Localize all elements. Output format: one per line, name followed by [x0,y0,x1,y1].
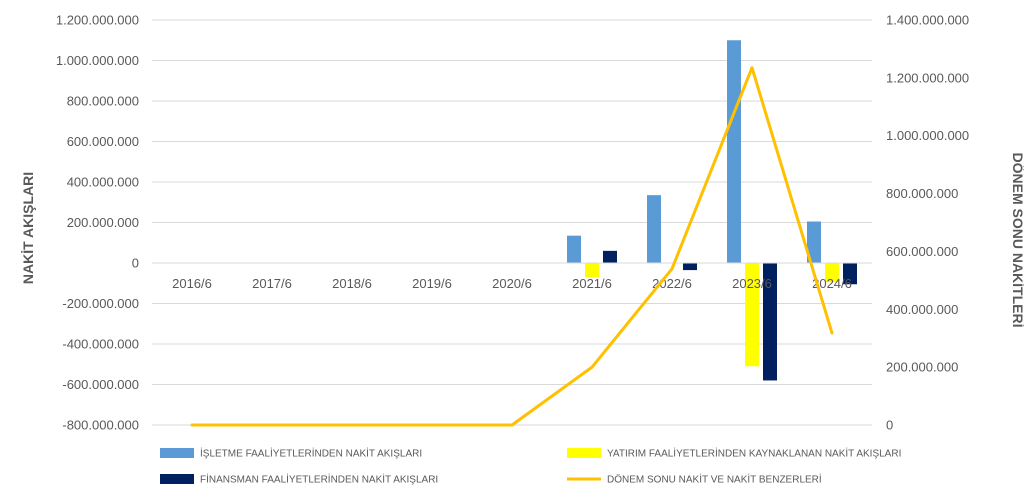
legend-swatch [567,448,601,458]
bar-3-2021-6 [603,250,617,263]
legend-label: İŞLETME FAALİYETLERİNDEN NAKİT AKIŞLARI [200,447,422,460]
left-tick-label: -800.000.000 [62,418,139,433]
right-tick-label: 200.000.000 [886,360,958,375]
left-tick-label: -600.000.000 [62,377,139,392]
right-tick-label: 400.000.000 [886,302,958,317]
legend-label: YATIRIM FAALİYETLERİNDEN KAYNAKLANAN NAK… [607,447,901,460]
line-series [190,66,834,427]
legend-swatch [160,448,194,458]
left-axis-ticks: 1.200.000.000 1.000.000.000 800.000.000 600… [56,13,139,433]
left-tick-label: 400.000.000 [67,175,139,190]
bar-3-2023-6 [763,263,777,381]
left-tick-label: 800.000.000 [67,94,139,109]
bar-1-2024-6 [807,221,821,263]
right-tick-label: 1.000.000.000 [886,128,969,143]
legend-swatch [160,474,194,484]
category-label: 2019/6 [412,276,452,291]
left-tick-label: 0 [132,256,139,271]
left-tick-label: 600.000.000 [67,134,139,149]
bar-series [567,40,857,381]
category-label: 2023/6 [732,276,772,291]
left-tick-label: 200.000.000 [67,215,139,230]
category-labels: 2016/6 2017/6 2018/6 2019/6 2020/6 2021/6 2022… [172,276,852,291]
bar-2-2024-6 [825,263,839,283]
right-axis-title: DÖNEM SONU NAKİTLERİ [1010,153,1024,328]
bar-2-2021-6 [585,263,599,278]
left-axis-title: NAKİT AKIŞLARI [20,172,36,284]
category-label: 2024/6 [812,276,852,291]
category-label: 2021/6 [572,276,612,291]
category-label: 2018/6 [332,276,372,291]
bar-2-2023-6 [745,263,759,367]
bar-3-2022-6 [683,263,697,271]
category-label: 2017/6 [252,276,292,291]
right-tick-label: 1.400.000.000 [886,13,969,28]
left-tick-label: 1.000.000.000 [56,53,139,68]
left-tick-label: -200.000.000 [62,296,139,311]
bar-3-2024-6 [843,263,857,285]
legend-label: FİNANSMAN FAALİYETLERİNDEN NAKİT AKIŞLAR… [200,473,438,486]
category-label: 2016/6 [172,276,212,291]
category-label: 2022/6 [652,276,692,291]
line-dönem-sonu-nakit [190,66,834,427]
right-tick-label: 1.200.000.000 [886,70,969,85]
legend: İŞLETME FAALİYETLERİNDEN NAKİT AKIŞLARI Y… [160,447,901,486]
category-label: 2020/6 [492,276,532,291]
bar-1-2022-6 [647,195,661,263]
right-tick-label: 0 [886,418,893,433]
right-tick-label: 800.000.000 [886,186,958,201]
legend-label: DÖNEM SONU NAKİT VE NAKİT BENZERLERİ [607,473,822,486]
right-tick-label: 600.000.000 [886,244,958,259]
bar-1-2021-6 [567,235,581,263]
right-axis-ticks: 1.400.000.000 1.200.000.000 1.000.000.000 8… [886,13,969,433]
bar-1-2023-6 [727,40,741,263]
left-tick-label: -400.000.000 [62,337,139,352]
left-tick-label: 1.200.000.000 [56,13,139,28]
